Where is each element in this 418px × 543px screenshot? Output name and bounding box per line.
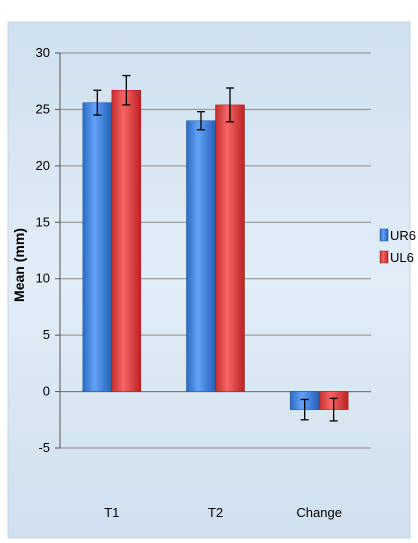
x-category-label: T1 (104, 505, 119, 520)
y-tick-label: -5 (38, 440, 50, 455)
y-tick-label: 0 (43, 384, 50, 399)
bar-UR6-T2 (186, 120, 216, 392)
x-category-label: Change (296, 505, 342, 520)
y-tick-label: 10 (36, 271, 50, 286)
y-tick-label: 15 (36, 214, 50, 229)
legend-swatch-UR6 (379, 228, 389, 242)
legend-label-UR6: UR6 (390, 228, 416, 243)
bars (82, 74, 349, 422)
y-tick-label: 20 (36, 158, 50, 173)
bar-UL6-T2 (215, 104, 245, 392)
y-tick-label: 25 (36, 101, 50, 116)
y-tick-label: 5 (43, 327, 50, 342)
y-axis-label: Mean (mm) (11, 228, 27, 302)
y-tick-label: 30 (36, 45, 50, 60)
bar-UR6-T1 (82, 102, 113, 392)
x-category-label: T2 (208, 505, 223, 520)
bar-UL6-T1 (111, 89, 142, 392)
legend-swatch-UL6 (379, 250, 389, 264)
labels: 30 25 20 15 10 5 0 -5 T1 T2 Change (36, 45, 342, 520)
legend-label-UL6: UL6 (390, 250, 414, 265)
